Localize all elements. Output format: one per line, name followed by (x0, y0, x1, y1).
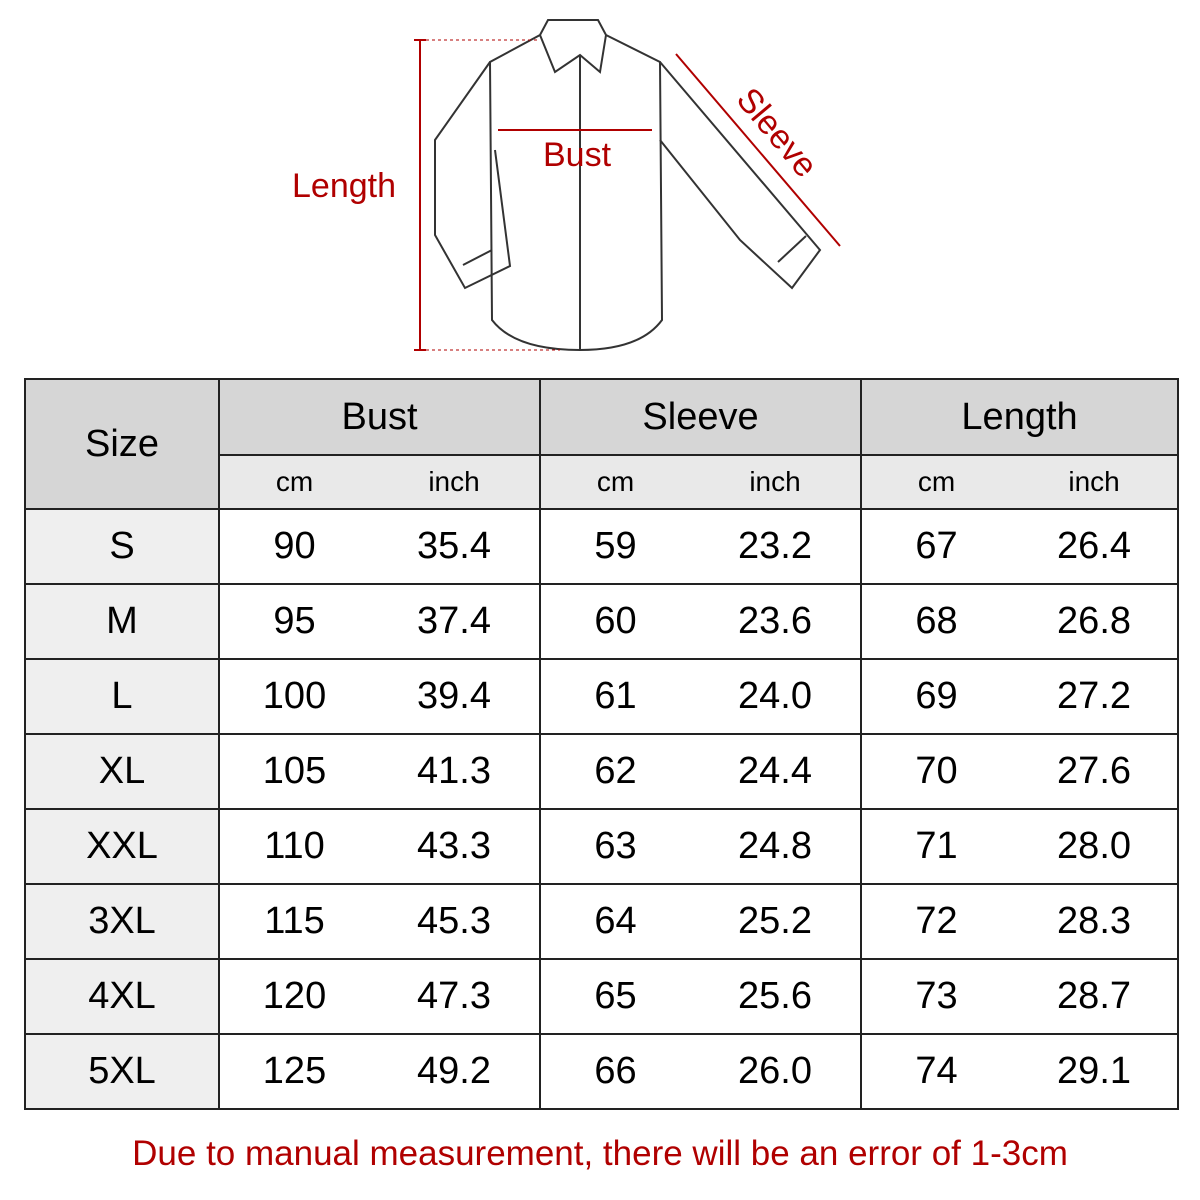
table-row: XXL 110 43.3 63 24.8 71 28.0 (24, 808, 1180, 885)
value-cell: 49.2 (369, 1033, 542, 1110)
unit-header: inch (1011, 454, 1180, 510)
value-cell: 29.1 (1011, 1033, 1180, 1110)
unit-header: cm (218, 454, 369, 510)
table-row: S 90 35.4 59 23.2 67 26.4 (24, 508, 1180, 585)
bust-label: Bust (543, 136, 612, 174)
value-cell: 105 (218, 733, 369, 810)
value-cell: 68 (860, 583, 1012, 660)
value-cell: 69 (860, 658, 1012, 735)
size-cell: L (24, 658, 220, 735)
table-row: XL 105 41.3 62 24.4 70 27.6 (24, 733, 1180, 810)
value-cell: 27.2 (1011, 658, 1180, 735)
value-cell: 25.2 (690, 883, 863, 960)
value-cell: 41.3 (369, 733, 542, 810)
unit-header: inch (690, 454, 863, 510)
value-cell: 90 (218, 508, 369, 585)
size-table: Size Bust Sleeve Length cm inch cm inch cm in… (24, 378, 1180, 1110)
shirt-outline (434, 19, 822, 352)
value-cell: 60 (539, 583, 691, 660)
value-cell: 47.3 (369, 958, 542, 1035)
value-cell: 24.8 (690, 808, 863, 885)
value-cell: 74 (860, 1033, 1012, 1110)
size-cell: 4XL (24, 958, 220, 1035)
table-row: 4XL 120 47.3 65 25.6 73 28.7 (24, 958, 1180, 1035)
value-cell: 24.4 (690, 733, 863, 810)
table-row: 5XL 125 49.2 66 26.0 74 29.1 (24, 1033, 1180, 1110)
value-cell: 45.3 (369, 883, 542, 960)
value-cell: 59 (539, 508, 691, 585)
value-cell: 100 (218, 658, 369, 735)
value-cell: 62 (539, 733, 691, 810)
header-size: Size (24, 378, 220, 510)
measurement-note: Due to manual measurement, there will be… (132, 1134, 1068, 1173)
value-cell: 28.7 (1011, 958, 1180, 1035)
value-cell: 26.0 (690, 1033, 863, 1110)
value-cell: 26.8 (1011, 583, 1180, 660)
header-bust: Bust (217, 378, 542, 456)
value-cell: 67 (860, 508, 1012, 585)
value-cell: 66 (539, 1033, 691, 1110)
value-cell: 64 (539, 883, 691, 960)
size-cell: XXL (24, 808, 220, 885)
value-cell: 63 (539, 808, 691, 885)
size-cell: M (24, 583, 220, 660)
length-label: Length (292, 167, 396, 205)
value-cell: 65 (539, 958, 691, 1035)
value-cell: 72 (860, 883, 1012, 960)
value-cell: 61 (539, 658, 691, 735)
value-cell: 95 (218, 583, 369, 660)
value-cell: 28.0 (1011, 808, 1180, 885)
value-cell: 115 (218, 883, 369, 960)
header-sleeve: Sleeve (539, 378, 863, 456)
value-cell: 39.4 (369, 658, 542, 735)
value-cell: 25.6 (690, 958, 863, 1035)
table-row: 3XL 115 45.3 64 25.2 72 28.3 (24, 883, 1180, 960)
table-row: L 100 39.4 61 24.0 69 27.2 (24, 658, 1180, 735)
value-cell: 110 (218, 808, 369, 885)
value-cell: 43.3 (369, 808, 542, 885)
table-row: M 95 37.4 60 23.6 68 26.8 (24, 583, 1180, 660)
size-cell: XL (24, 733, 220, 810)
size-cell: 5XL (24, 1033, 220, 1110)
shirt-diagram: Length Bust Sleeve (292, 19, 841, 352)
value-cell: 24.0 (690, 658, 863, 735)
value-cell: 23.2 (690, 508, 863, 585)
value-cell: 27.6 (1011, 733, 1180, 810)
value-cell: 37.4 (369, 583, 542, 660)
value-cell: 120 (218, 958, 369, 1035)
value-cell: 28.3 (1011, 883, 1180, 960)
value-cell: 73 (860, 958, 1012, 1035)
size-cell: S (24, 508, 220, 585)
value-cell: 71 (860, 808, 1012, 885)
value-cell: 35.4 (369, 508, 542, 585)
unit-header: cm (860, 454, 1012, 510)
header-length: Length (860, 378, 1180, 456)
measure-lines (414, 39, 841, 351)
value-cell: 26.4 (1011, 508, 1180, 585)
value-cell: 125 (218, 1033, 369, 1110)
unit-header: inch (369, 454, 542, 510)
unit-header: cm (539, 454, 691, 510)
value-cell: 23.6 (690, 583, 863, 660)
value-cell: 70 (860, 733, 1012, 810)
size-cell: 3XL (24, 883, 220, 960)
